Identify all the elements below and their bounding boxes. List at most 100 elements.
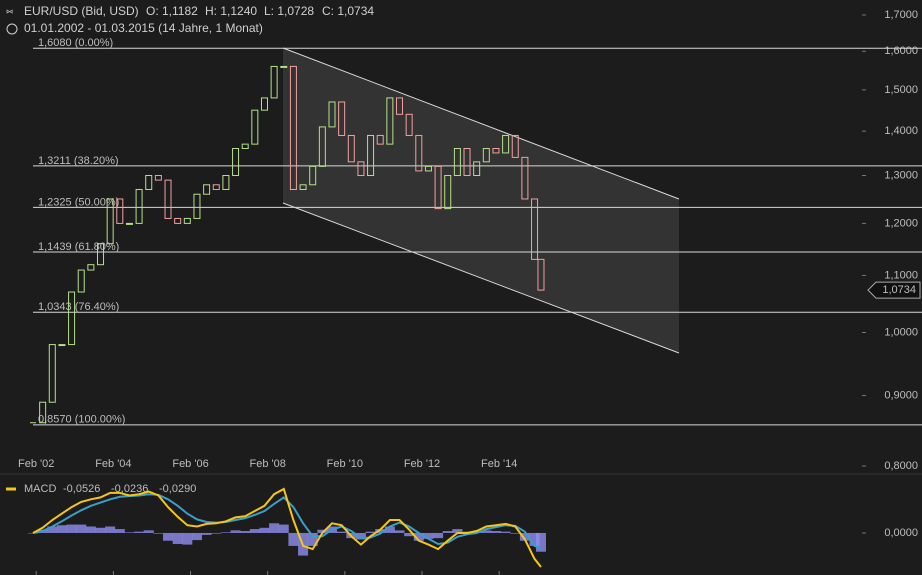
candle [473,161,481,177]
candle [531,198,539,260]
histogram-bar [355,532,366,540]
x-tick-label: Feb '08 [250,458,286,470]
candle [444,175,452,210]
candle [270,65,278,99]
histogram-bar [153,532,164,534]
candle [39,401,47,424]
histogram-bar [288,532,299,546]
histogram-bar [95,527,106,533]
candle [48,344,56,403]
x-tick-label: Feb '10 [327,458,363,470]
histogram-bar [182,532,193,545]
candle [492,148,500,154]
histogram-bar [56,525,67,533]
y-tick-label: 0,9000 [884,389,918,401]
date-range: 01.01.2002 - 01.03.2015 (14 Jahre, 1 Mon… [24,21,263,35]
histogram-bar [134,531,145,533]
histogram-bar [172,532,183,544]
ohlc-open: O: 1,1182 [146,4,198,18]
histogram-bar [336,531,347,533]
x-tick-label: Feb '02 [18,458,54,470]
candle [77,269,85,293]
histogram-bar [500,531,511,533]
fib-label: 1,3211 (38.20%) [38,155,119,167]
histogram-bar [490,531,501,533]
candle [260,97,268,111]
candle [222,175,230,190]
histogram-bar [191,532,202,541]
ohlc-close: C: 1,0734 [322,4,374,18]
histogram-bar [249,529,260,533]
candle [280,65,288,68]
histogram-bar [481,530,492,533]
candle [328,101,336,128]
candle [396,97,404,115]
histogram-bar [230,530,241,533]
y-tick-label: 1,7000 [884,9,918,21]
legend-value: -0,0236 [111,483,148,495]
histogram-bar [76,524,87,533]
candle [482,148,490,163]
x-tick-label: Feb '06 [172,458,208,470]
histogram-bar [143,530,154,533]
candle [106,198,114,245]
y-tick-label: 1,1000 [884,269,918,281]
ohlc-low: L: 1,0728 [264,4,314,18]
histogram-bar [240,531,251,533]
y-tick-label: 1,4000 [884,125,918,137]
candle [537,258,545,291]
candle [453,148,461,177]
histogram-bar [317,529,328,533]
histogram-bar [307,532,318,546]
candle [386,97,394,145]
ohlc-high: H: 1,1240 [205,4,257,18]
x-tick-label: Feb '04 [95,458,131,470]
candle [212,184,220,190]
histogram-bar [201,532,212,535]
histogram-bar [105,526,116,533]
y-tick-label: 0,0000 [884,527,918,539]
candle [347,134,355,163]
candle [376,134,384,145]
bars-icon: ⑅ [6,4,13,18]
histogram-bar [365,531,376,533]
candle [299,184,307,190]
trend-channel [283,48,679,353]
histogram-bar [442,531,453,533]
y-tick-label: 1,3000 [884,169,918,181]
histogram-bar [375,529,386,533]
candle [174,217,182,224]
candle [145,175,153,190]
candle [97,243,105,266]
candle [511,134,519,158]
histogram-bar [423,532,434,539]
candle [183,217,191,224]
y-tick-label: 0,8000 [884,460,918,472]
clock-icon [6,23,18,35]
histogram-bar [394,530,405,533]
histogram-bar [413,532,424,541]
last-price-label: 1,0734 [882,284,916,296]
histogram-bar [259,527,270,533]
candle [434,165,442,210]
histogram-bar [47,526,58,533]
histogram-bar [220,532,231,533]
histogram-bar [278,524,289,533]
fib-label: 0,8570 (100.00%) [38,414,125,426]
histogram-bar [211,532,222,534]
histogram-bar [529,532,540,546]
candle [241,143,249,150]
candle [135,188,143,224]
histogram-bar [163,532,174,541]
candle [125,222,133,225]
fib-label: 1,6080 (0.00%) [38,37,113,49]
candle [318,126,326,167]
y-tick-label: 1,5000 [884,84,918,96]
candle [154,175,162,181]
last-price-tag [867,281,921,299]
fib-label: 1,0343 (76.40%) [38,301,119,313]
candle [502,134,510,154]
candle [58,344,66,347]
candle [463,148,471,177]
histogram-bar [404,532,415,537]
